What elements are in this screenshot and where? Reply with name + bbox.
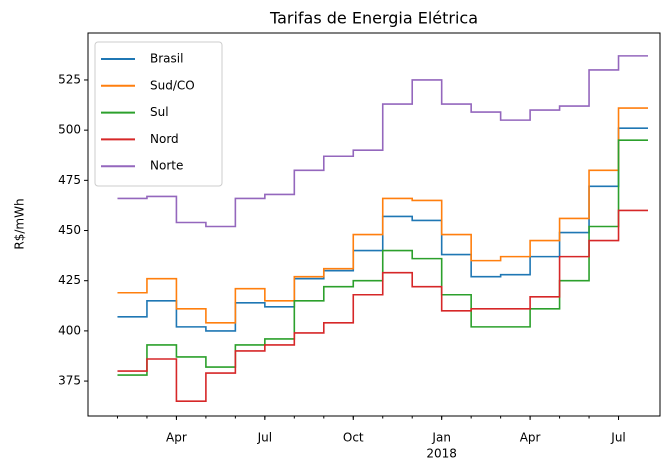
y-tick-label: 425 <box>58 273 81 287</box>
legend-label: Sul <box>150 105 169 119</box>
y-axis-label: R$/mWh <box>13 198 27 249</box>
plot-frame <box>87 32 661 417</box>
x-year-label: 2018 <box>426 447 457 461</box>
legend-label: Sud/CO <box>150 78 195 92</box>
y-tick-label: 450 <box>58 223 81 237</box>
y-tick-label: 400 <box>58 323 81 337</box>
x-tick-label: Apr <box>166 431 187 445</box>
series-line <box>117 209 648 402</box>
legend-label: Brasil <box>150 52 183 66</box>
y-tick-label: 500 <box>58 123 81 137</box>
x-tick-label: Jan <box>431 431 451 445</box>
legend-label: Nord <box>150 132 179 146</box>
legend-box <box>94 41 223 187</box>
x-tick-label: Jul <box>257 431 272 445</box>
legend-label: Norte <box>150 159 183 173</box>
y-tick-label: 475 <box>58 173 81 187</box>
x-tick-label: Oct <box>343 431 364 445</box>
chart-title: Tarifas de Energia Elétrica <box>269 9 478 28</box>
series-line <box>117 107 648 324</box>
series-line <box>117 55 648 228</box>
x-tick-label: Apr <box>520 431 541 445</box>
legend: Brasil Sud/CO Sul Nord Norte <box>94 41 223 187</box>
x-tick-label: Jul <box>610 431 625 445</box>
y-tick-label: 375 <box>58 374 81 388</box>
y-tick-label: 525 <box>58 72 81 86</box>
